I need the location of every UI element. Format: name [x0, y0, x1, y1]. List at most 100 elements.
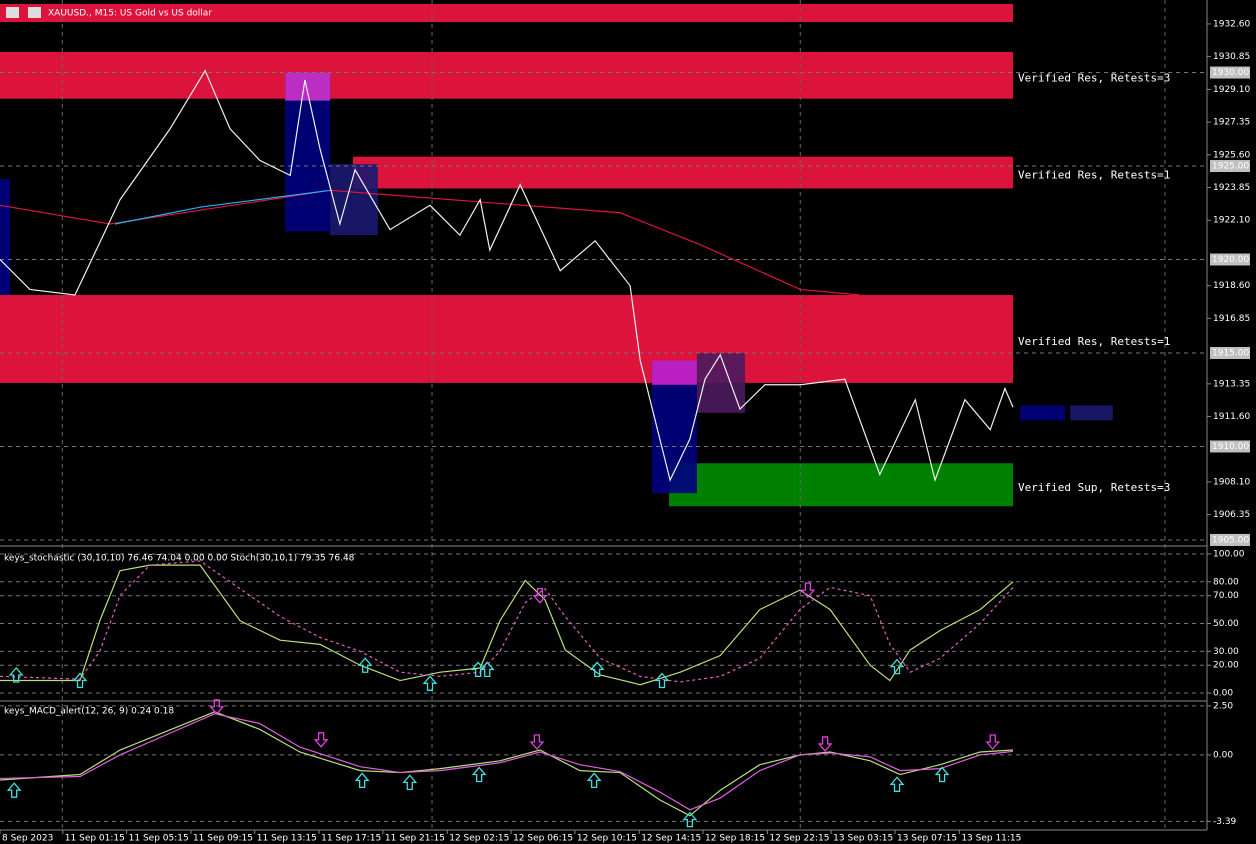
x-tick-label: 13 Sep 11:15 — [961, 834, 1021, 844]
indicator-title: keys_MACD_alert(12, 26, 9) 0.24 0.18 — [4, 707, 174, 717]
sell-arrow — [985, 734, 1001, 750]
series-line — [0, 189, 861, 296]
y-tick-label: -3.39 — [1213, 817, 1237, 827]
level-box — [1210, 253, 1250, 266]
series-line — [0, 564, 1014, 686]
x-tick-label: 12 Sep 06:15 — [513, 834, 573, 844]
level-label: 1930.00 — [1212, 68, 1249, 78]
zone — [353, 156, 1014, 189]
y-tick-label: 1932.60 — [1213, 19, 1250, 29]
level-label: 1910.00 — [1212, 442, 1249, 452]
x-tick-label: 11 Sep 01:15 — [65, 834, 125, 844]
y-tick-label: 1908.10 — [1213, 477, 1250, 487]
y-tick-label: 80.00 — [1213, 577, 1239, 587]
series-line — [114, 189, 331, 225]
x-tick-label: 12 Sep 02:15 — [449, 834, 509, 844]
x-tick-label: 12 Sep 10:15 — [577, 834, 637, 844]
order-block — [1070, 405, 1113, 421]
level-label: 1905.00 — [1212, 535, 1249, 545]
x-tick-label: 13 Sep 03:15 — [833, 834, 893, 844]
buy-arrow — [8, 666, 24, 683]
y-tick-label: 70.00 — [1213, 591, 1239, 601]
buy-arrow — [589, 661, 605, 678]
buy-arrow — [654, 672, 670, 689]
y-tick-label: 50.00 — [1213, 619, 1239, 629]
level-box — [1210, 346, 1250, 359]
buy-arrow — [72, 672, 88, 689]
icon — [28, 7, 41, 18]
zone-label: Verified Sup, Retests=3 — [1018, 481, 1170, 494]
y-tick-label: 0.00 — [1213, 689, 1233, 699]
sell-arrow — [529, 734, 545, 750]
y-tick-label: 1918.60 — [1213, 281, 1250, 291]
zone-label: Verified Res, Retests=3 — [1018, 71, 1170, 84]
y-tick-label: 1925.60 — [1213, 150, 1250, 160]
level-label: 1925.00 — [1212, 162, 1249, 172]
level-box — [1210, 440, 1250, 453]
y-tick-label: 1913.35 — [1213, 379, 1250, 389]
icon — [6, 7, 19, 18]
level-box — [1210, 160, 1250, 173]
x-tick-label: 11 Sep 17:15 — [321, 834, 381, 844]
buy-arrow — [402, 774, 418, 791]
y-tick-label: 1929.10 — [1213, 85, 1250, 95]
buy-arrow — [889, 658, 905, 675]
y-tick-label: 100.00 — [1213, 549, 1245, 559]
x-tick-label: 8 Sep 2023 — [2, 834, 53, 844]
buy-arrow — [934, 766, 950, 783]
level-label: 1920.00 — [1212, 255, 1249, 265]
x-tick-label: 12 Sep 18:15 — [705, 834, 765, 844]
y-tick-label: 30.00 — [1213, 647, 1239, 657]
sell-arrow — [313, 732, 329, 748]
y-tick-label: 2.50 — [1213, 701, 1233, 711]
backdrop — [0, 0, 1207, 830]
buy-arrow — [586, 772, 602, 789]
sell-arrow — [532, 588, 548, 604]
series-line — [0, 713, 1014, 811]
y-tick-label: 1927.35 — [1213, 118, 1250, 128]
buy-arrow — [889, 776, 905, 792]
zone — [0, 51, 1014, 99]
x-tick-label: 11 Sep 05:15 — [129, 834, 189, 844]
series-line — [0, 711, 1014, 817]
order-block — [330, 164, 378, 236]
x-tick-label: 11 Sep 13:15 — [257, 834, 317, 844]
order-block — [285, 72, 331, 101]
zone-label: Verified Res, Retests=1 — [1018, 335, 1170, 348]
order-block — [651, 360, 697, 385]
order-block — [1020, 405, 1066, 421]
sell-arrow — [209, 699, 225, 715]
y-tick-label: 1906.35 — [1213, 510, 1250, 520]
sell-arrow — [800, 582, 816, 599]
buy-arrow — [6, 782, 22, 798]
buy-arrow — [479, 661, 495, 678]
y-tick-label: 20.00 — [1213, 661, 1239, 671]
y-tick-label: 0.00 — [1213, 750, 1233, 760]
zone — [669, 463, 1014, 507]
zone — [0, 295, 1014, 383]
zone — [0, 3, 1014, 23]
indicator-title: keys_stochastic (30,10,10) 76.46 74.04 0… — [4, 554, 355, 564]
y-tick-label: 1916.85 — [1213, 314, 1250, 324]
x-tick-label: 11 Sep 09:15 — [193, 834, 253, 844]
x-tick-label: 11 Sep 21:15 — [385, 834, 445, 844]
level-box — [1210, 533, 1250, 546]
y-tick-label: 1930.85 — [1213, 52, 1250, 62]
x-tick-label: 12 Sep 14:15 — [641, 834, 701, 844]
x-tick-label: 12 Sep 22:15 — [769, 834, 829, 844]
x-tick-label: 13 Sep 07:15 — [897, 834, 957, 844]
buy-arrow — [354, 772, 370, 789]
buy-arrow — [471, 766, 487, 783]
zone-label: Verified Res, Retests=1 — [1018, 169, 1170, 182]
order-block — [0, 179, 11, 296]
level-label: 1915.00 — [1212, 348, 1249, 358]
order-block — [696, 352, 746, 413]
y-tick-label: 1922.10 — [1213, 216, 1250, 226]
sell-arrow — [817, 736, 833, 752]
buy-arrow — [357, 657, 373, 673]
series-line — [0, 69, 1014, 483]
y-tick-label: 1911.60 — [1213, 412, 1250, 422]
